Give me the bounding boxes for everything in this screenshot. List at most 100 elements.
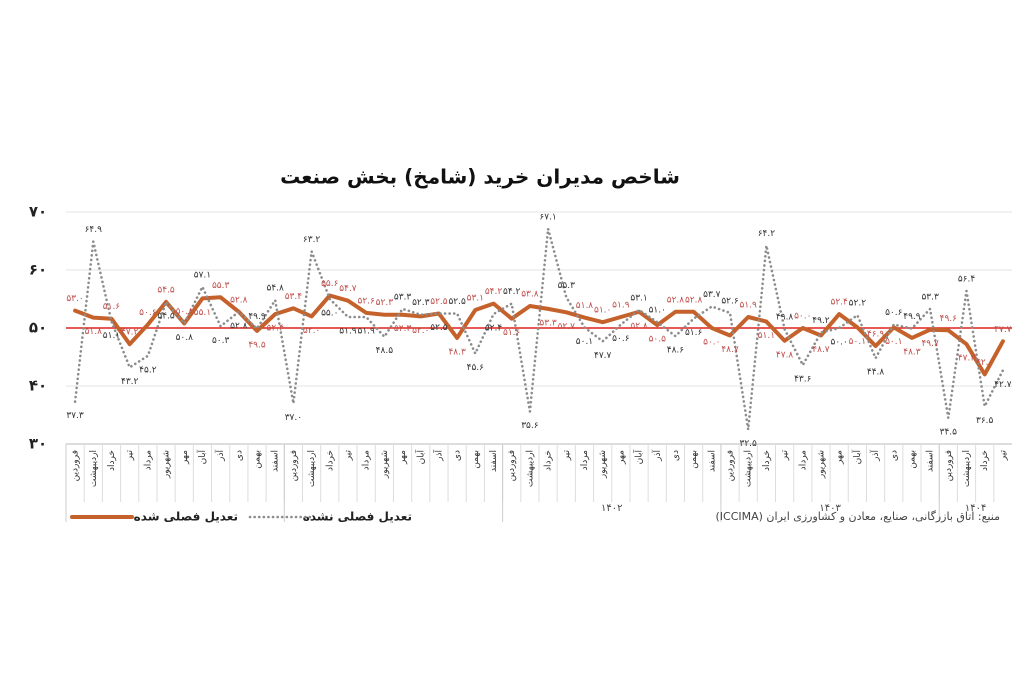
data-label: ۴۷.۷ bbox=[994, 325, 1012, 335]
data-label: ۴۷.۷ bbox=[594, 351, 612, 361]
x-tick-label: مهر bbox=[616, 450, 626, 465]
data-label: ۵۲.۳ bbox=[394, 324, 412, 334]
data-label: ۵۲.۵ bbox=[430, 297, 448, 307]
data-label: ۵۰.۰ bbox=[703, 338, 720, 348]
data-label: ۴۷.۲ bbox=[121, 328, 139, 338]
x-tick-label: مرداد bbox=[362, 450, 372, 470]
data-label: ۵۲.۶ bbox=[357, 296, 375, 306]
x-tick-label: خرداد bbox=[980, 450, 990, 471]
x-tick-label: آذر bbox=[651, 450, 663, 462]
data-label: ۵۲.۰ bbox=[303, 326, 320, 336]
data-label: ۵۳.۳ bbox=[921, 292, 939, 302]
data-label: ۵۲.۴ bbox=[830, 298, 848, 308]
x-tick-label: تیر bbox=[125, 450, 135, 462]
data-label: ۵۰.۸ bbox=[176, 333, 194, 343]
data-label: ۴۷.۸ bbox=[776, 350, 794, 360]
data-label: ۵۱.۹ bbox=[357, 326, 375, 336]
legend-label: تعدیل فصلی نشده bbox=[303, 510, 412, 524]
x-tick-label: تیر bbox=[562, 450, 572, 462]
data-label: ۵۱.۶ bbox=[103, 302, 121, 312]
x-tick-label: اسفند bbox=[271, 450, 281, 472]
data-label: ۳۷.۳ bbox=[66, 411, 84, 421]
data-label: ۴۲.۷ bbox=[994, 380, 1012, 390]
data-label: ۴۳.۲ bbox=[121, 377, 139, 387]
data-label: ۳۵.۶ bbox=[521, 421, 539, 431]
x-tick-label: مهر bbox=[398, 450, 408, 465]
x-tick-label: خرداد bbox=[325, 450, 335, 471]
y-tick-label: ۷۰ bbox=[29, 203, 47, 221]
data-label: ۵۲.۴ bbox=[485, 324, 503, 334]
y-tick-label: ۵۰ bbox=[29, 319, 47, 337]
data-label: ۶۷.۱ bbox=[539, 212, 556, 222]
data-label: ۵۲.۶ bbox=[721, 296, 739, 306]
x-tick-label: فروردین bbox=[289, 450, 299, 481]
data-label: ۵۱.۱ bbox=[758, 331, 775, 341]
x-tick-label: خرداد bbox=[107, 450, 117, 471]
data-label: ۵۱.۹ bbox=[612, 300, 630, 310]
data-label: ۵۵.۳ bbox=[212, 281, 230, 291]
data-label: ۵۲.۵ bbox=[430, 323, 448, 333]
x-tick-label: فروردین bbox=[726, 450, 736, 481]
data-label: ۵۴.۵ bbox=[157, 311, 175, 321]
data-label: ۳۲.۵ bbox=[740, 439, 758, 449]
x-tick-label: اردیبهشت bbox=[962, 450, 972, 487]
data-label: ۵۲.۰ bbox=[412, 326, 429, 336]
data-label: ۵۰.۱ bbox=[849, 337, 866, 347]
x-tick-label: مرداد bbox=[580, 450, 590, 470]
data-label: ۴۹.۵ bbox=[248, 340, 266, 350]
data-label: ۵۵.۳ bbox=[558, 281, 576, 291]
y-tick-label: ۶۰ bbox=[29, 261, 47, 279]
data-label: ۴۸.۶ bbox=[667, 346, 685, 356]
data-label: ۵۱.۹ bbox=[339, 326, 357, 336]
x-tick-label: بهمن bbox=[689, 450, 699, 469]
data-label: ۵۴.۵ bbox=[157, 285, 175, 295]
data-label: ۵۲.۳ bbox=[376, 298, 394, 308]
data-label: ۵۲.۸ bbox=[230, 295, 248, 305]
series-line bbox=[73, 293, 1005, 377]
data-label: ۳۴.۵ bbox=[940, 427, 958, 437]
data-label: ۵۰.۶ bbox=[885, 308, 903, 318]
chart-title: شاخص مدیران خرید (شامخ) بخش صنعت bbox=[280, 165, 680, 189]
x-tick-label: شهریور bbox=[598, 450, 608, 479]
x-tick-label: فروردین bbox=[507, 450, 517, 481]
x-tick-label: اسفند bbox=[707, 450, 717, 472]
data-label: ۴۸.۵ bbox=[376, 346, 394, 356]
x-tick-label: شهریور bbox=[816, 450, 826, 479]
data-label: ۵۲.۸ bbox=[230, 321, 248, 331]
data-label: ۵۱.۹ bbox=[740, 300, 758, 310]
data-label: ۴۸.۷ bbox=[721, 345, 739, 355]
x-tick-label: مهر bbox=[835, 450, 845, 465]
data-label: ۴۹.۹ bbox=[248, 312, 266, 322]
data-label: ۵۰.۱ bbox=[576, 337, 593, 347]
data-label: ۴۹.۲ bbox=[812, 316, 830, 326]
data-label: ۵۰.۱ bbox=[885, 337, 902, 347]
x-tick-label: آبان bbox=[851, 450, 863, 465]
data-label: ۴۹.۷ bbox=[921, 339, 939, 349]
x-tick-label: تیر bbox=[343, 450, 353, 462]
data-label: ۵۳.۳ bbox=[539, 318, 557, 328]
data-label: ۴۸.۷ bbox=[812, 345, 830, 355]
x-tick-label: خرداد bbox=[762, 450, 772, 471]
data-label: ۶۳.۲ bbox=[303, 235, 321, 245]
x-tick-label: آذر bbox=[432, 450, 444, 462]
x-tick-label: اسفند bbox=[926, 450, 936, 472]
data-label: ۵۰.۵ bbox=[649, 335, 667, 345]
series-line bbox=[73, 227, 1005, 431]
x-tick-label: بهمن bbox=[907, 450, 917, 469]
data-label: ۵۵.۱ bbox=[194, 308, 211, 318]
x-tick-label: اردیبهشت bbox=[744, 450, 754, 487]
data-label: ۵۳.۰ bbox=[66, 294, 83, 304]
data-label: ۵۱.۰ bbox=[649, 306, 666, 316]
x-tick-label: شهریور bbox=[380, 450, 390, 479]
data-label: ۵۴.۲ bbox=[503, 287, 521, 297]
data-label: ۵۲.۸ bbox=[630, 321, 648, 331]
group-label: ۱۴۰۴ bbox=[965, 503, 986, 514]
data-label: ۴۷.۲ bbox=[958, 354, 976, 364]
data-label: ۵۲.۷ bbox=[558, 322, 576, 332]
data-label: ۵۴.۸ bbox=[267, 284, 285, 294]
x-tick-label: فروردین bbox=[944, 450, 954, 481]
data-label: ۵۱.۰ bbox=[594, 306, 611, 316]
data-label: ۶۴.۹ bbox=[85, 225, 103, 235]
data-label: ۵۰.۰ bbox=[830, 338, 847, 348]
x-tick-label: دی bbox=[671, 450, 681, 461]
